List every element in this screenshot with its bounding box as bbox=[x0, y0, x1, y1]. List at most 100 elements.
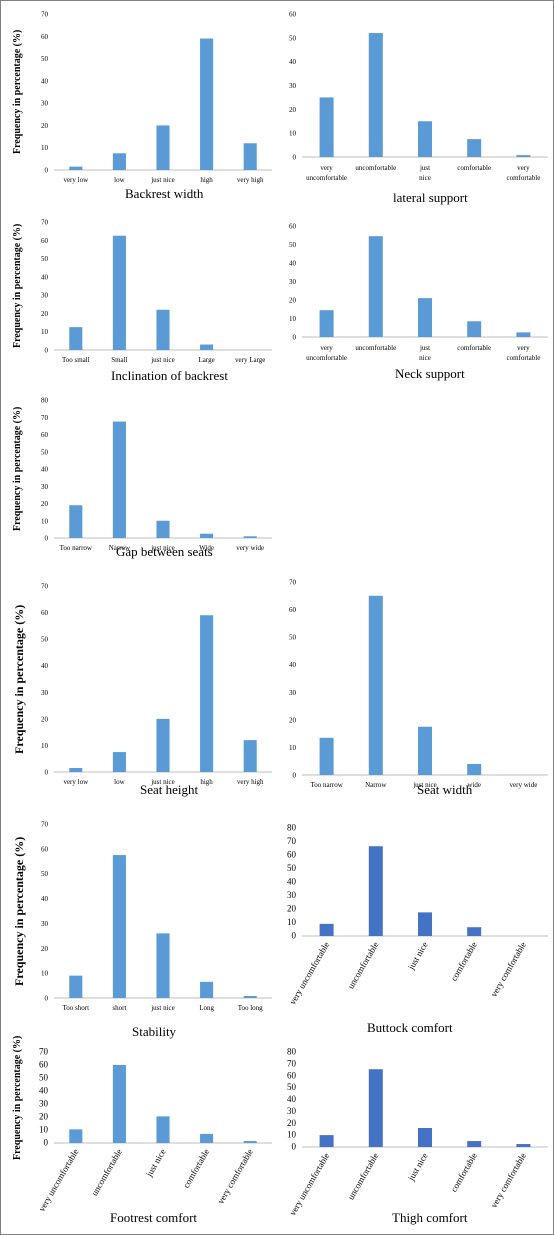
x-tick-label: just nice bbox=[412, 781, 437, 789]
chart-svg: 0 10 20 30 40 50 60 70 Too short short just nice Lo… bbox=[41, 821, 272, 1012]
y-tick-label: 0 bbox=[45, 995, 49, 1003]
x-tick-label: just nice bbox=[405, 940, 429, 972]
bar-just-nice bbox=[156, 125, 170, 170]
chart-footrest-comfort: 0 10 20 30 40 50 60 70 very uncomfortable uncomfo… bbox=[4, 1036, 272, 1231]
bar-comfortable bbox=[467, 927, 482, 936]
y-axis-label: Frequency in percentage (%) bbox=[12, 604, 26, 754]
y-tick-label: 0 bbox=[45, 769, 49, 777]
chart-neck-support: 0 10 20 30 40 50 60 very uncomfortable uncomforta… bbox=[280, 212, 550, 392]
chart-title: Backrest width bbox=[125, 186, 204, 201]
bar-comfortable bbox=[200, 1133, 214, 1143]
bar-uncomfortable bbox=[368, 33, 383, 157]
y-tick-label: 50 bbox=[41, 870, 49, 878]
y-tick-label: 30 bbox=[41, 689, 49, 697]
x-tick-label: wide bbox=[467, 781, 481, 789]
bar-just-nice bbox=[156, 309, 170, 350]
bar-long bbox=[200, 981, 214, 998]
x-tick-label: uncomfortable bbox=[89, 1147, 124, 1197]
y-tick-label: 50 bbox=[289, 634, 297, 642]
bar-high bbox=[200, 38, 214, 171]
chart-title: lateral support bbox=[393, 190, 468, 205]
x-tick-label: very comfortable bbox=[489, 1151, 529, 1209]
chart-backrest-width: 0 10 20 30 40 50 60 70 very low low just nice high v… bbox=[4, 4, 272, 204]
bar-very-uncomfortable bbox=[319, 1135, 334, 1147]
y-tick-label: 0 bbox=[293, 772, 297, 780]
y-tick-label: 40 bbox=[287, 877, 297, 887]
x-tick-label: uncomfortable bbox=[355, 344, 396, 352]
x-tick-label: very wide bbox=[236, 544, 264, 552]
y-axis-label: Frequency in percentage (%) bbox=[12, 836, 26, 986]
chart-title: Thigh comfort bbox=[392, 1210, 468, 1225]
y-tick-label: 50 bbox=[41, 448, 49, 456]
y-tick-label: 0 bbox=[45, 167, 49, 175]
x-tick-label: just nice bbox=[419, 164, 431, 182]
x-tick-label: very high bbox=[237, 778, 264, 786]
x-tick-label: Too narrow bbox=[60, 544, 93, 552]
bar-too-narrow bbox=[69, 505, 83, 538]
bar-comfortable bbox=[467, 321, 482, 337]
y-tick-label: 60 bbox=[289, 223, 297, 231]
chart-stability: 0 10 20 30 40 50 60 70 Too short short just nice Lo… bbox=[4, 818, 272, 1039]
bar-large bbox=[200, 344, 214, 350]
y-tick-label: 40 bbox=[41, 77, 49, 85]
bar-just-nice bbox=[156, 933, 170, 998]
bar-just-nice bbox=[156, 520, 170, 538]
y-tick-label: 60 bbox=[41, 431, 49, 439]
chart-title: Buttock comfort bbox=[367, 1020, 453, 1035]
bar-very-comfortable bbox=[516, 1144, 531, 1147]
y-tick-label: 60 bbox=[41, 609, 49, 617]
y-tick-label: 30 bbox=[39, 1099, 49, 1109]
bar-uncomfortable bbox=[368, 236, 383, 337]
chart-title: Neck support bbox=[395, 366, 465, 381]
bar-narrow bbox=[368, 595, 383, 775]
bar-short bbox=[112, 855, 126, 998]
y-tick-label: 10 bbox=[289, 744, 297, 752]
y-tick-label: 40 bbox=[287, 1094, 297, 1104]
y-tick-label: 50 bbox=[39, 1073, 49, 1083]
bar-just-nice bbox=[418, 121, 432, 157]
x-tick-label: Too short bbox=[63, 1004, 90, 1012]
y-tick-label: 30 bbox=[41, 483, 49, 491]
y-tick-label: 50 bbox=[289, 34, 297, 42]
x-tick-label: very comfortable bbox=[506, 344, 540, 362]
x-tick-label: just nice bbox=[150, 176, 175, 184]
bar-very-comfortable bbox=[243, 1141, 257, 1143]
chart-inclination-of-backrest: 0 10 20 30 40 50 60 70 Too small Small just nice La… bbox=[4, 212, 272, 392]
y-tick-label: 10 bbox=[41, 742, 49, 750]
y-tick-label: 30 bbox=[289, 82, 297, 90]
y-tick-label: 80 bbox=[41, 397, 49, 405]
chart-lateral-support: 0 10 20 30 40 50 60 very uncomfortable uncomforta… bbox=[280, 4, 550, 205]
y-tick-label: 60 bbox=[39, 1060, 49, 1070]
bar-just-nice bbox=[156, 718, 170, 772]
bar-too-narrow bbox=[319, 737, 334, 775]
y-tick-label: 20 bbox=[287, 904, 297, 914]
y-tick-label: 30 bbox=[41, 100, 49, 108]
y-tick-label: 10 bbox=[41, 970, 49, 978]
x-tick-label: low bbox=[114, 778, 125, 786]
y-tick-label: 40 bbox=[289, 58, 297, 66]
y-tick-label: 0 bbox=[293, 334, 297, 342]
chart-gap-between-seats: 0 10 20 30 40 50 60 70 80 Too narrow Narrow just ni… bbox=[4, 396, 272, 576]
bar-just-nice bbox=[418, 1128, 432, 1147]
bar-uncomfortable bbox=[368, 1069, 383, 1147]
y-tick-label: 40 bbox=[41, 662, 49, 670]
bar-narrow bbox=[112, 421, 126, 538]
bar-just-nice bbox=[418, 726, 432, 775]
x-tick-label: comfortable bbox=[457, 164, 491, 172]
bar-very-uncomfortable bbox=[69, 1129, 83, 1143]
y-tick-label: 10 bbox=[289, 315, 297, 323]
x-tick-label: just nice bbox=[143, 1147, 167, 1179]
bar-very-high bbox=[243, 143, 257, 170]
x-tick-label: very high bbox=[237, 176, 264, 184]
y-axis-label: Frequency in percentage (%) bbox=[12, 223, 23, 348]
chart-svg: 0 10 20 30 40 50 60 very uncomfortable uncomforta… bbox=[289, 11, 548, 182]
y-tick-label: 10 bbox=[41, 328, 49, 336]
bar-too-small bbox=[69, 327, 83, 350]
y-tick-label: 20 bbox=[41, 715, 49, 723]
y-tick-label: 10 bbox=[39, 1125, 49, 1135]
y-tick-label: 60 bbox=[41, 237, 49, 245]
x-tick-label: Too narrow bbox=[310, 781, 343, 789]
y-tick-label: 0 bbox=[292, 931, 297, 941]
x-tick-label: Narrow bbox=[109, 544, 131, 552]
